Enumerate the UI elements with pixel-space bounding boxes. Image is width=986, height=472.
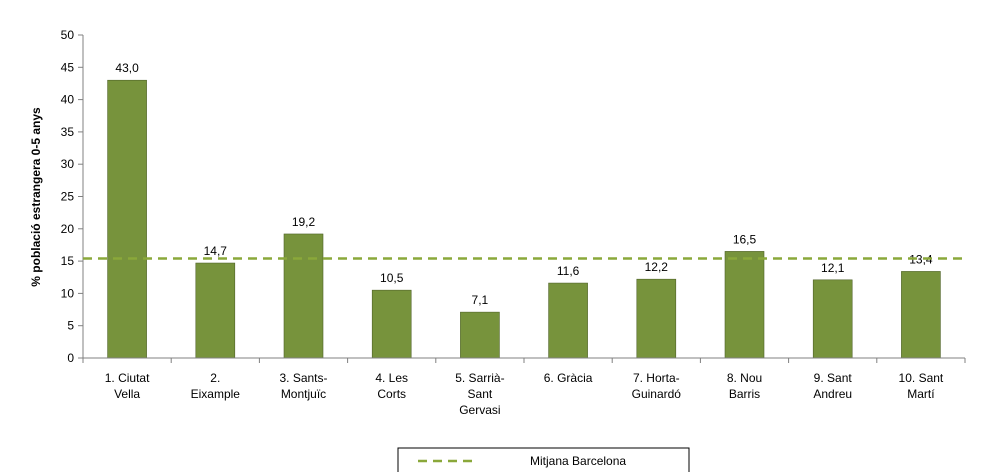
value-label: 14,7 — [204, 244, 228, 258]
value-label: 43,0 — [115, 61, 139, 75]
value-label: 10,5 — [380, 271, 404, 285]
value-label: 12,1 — [821, 261, 845, 275]
y-tick-label: 25 — [61, 190, 75, 204]
x-tick-label: 5. Sarrià-Sant Gervasi — [455, 371, 504, 417]
y-tick-label: 30 — [61, 157, 75, 171]
bar — [901, 271, 941, 359]
y-axis-label: % població estrangera 0-5 anys — [29, 107, 43, 287]
bar — [283, 233, 324, 359]
x-tick-label: 1. Ciutat Vella — [105, 371, 150, 401]
x-tick-label: 9. Sant Andreu — [813, 371, 852, 401]
x-tick-label: 3. Sants-Montjuïc — [279, 371, 327, 401]
value-label: 16,5 — [733, 232, 757, 246]
bar — [460, 311, 500, 359]
bar — [371, 289, 412, 359]
legend-label: Mitjana Barcelona — [530, 454, 626, 468]
y-tick-label: 45 — [61, 60, 75, 74]
x-tick-label: 8. Nou Barris — [727, 371, 762, 401]
value-label: 13,4 — [909, 252, 933, 266]
bar — [548, 282, 588, 359]
x-tick-label: 2. Eixample — [191, 371, 241, 401]
y-tick-label: 40 — [61, 93, 75, 107]
y-tick-label: 0 — [67, 351, 74, 365]
y-tick-label: 50 — [61, 28, 75, 42]
y-tick-label: 15 — [61, 254, 75, 268]
bar — [107, 79, 147, 359]
legend-box — [397, 447, 690, 472]
bar — [195, 262, 236, 359]
value-label: 19,2 — [292, 215, 316, 229]
y-tick-label: 35 — [61, 125, 75, 139]
y-tick-label: 20 — [61, 222, 75, 236]
value-label: 12,2 — [645, 260, 669, 274]
bar — [724, 251, 765, 359]
x-tick-label: 7. Horta-Guinardó — [632, 371, 682, 401]
y-tick-label: 5 — [67, 319, 74, 333]
x-tick-label: 6. Gràcia — [544, 371, 593, 385]
x-tick-label: 10. Sant Martí — [899, 371, 944, 401]
value-label: 11,6 — [557, 264, 580, 278]
bar — [812, 279, 853, 359]
value-label: 7,1 — [472, 293, 489, 307]
bar — [636, 278, 677, 359]
y-tick-label: 10 — [61, 286, 75, 300]
x-tick-label: 4. Les Corts — [375, 371, 408, 401]
